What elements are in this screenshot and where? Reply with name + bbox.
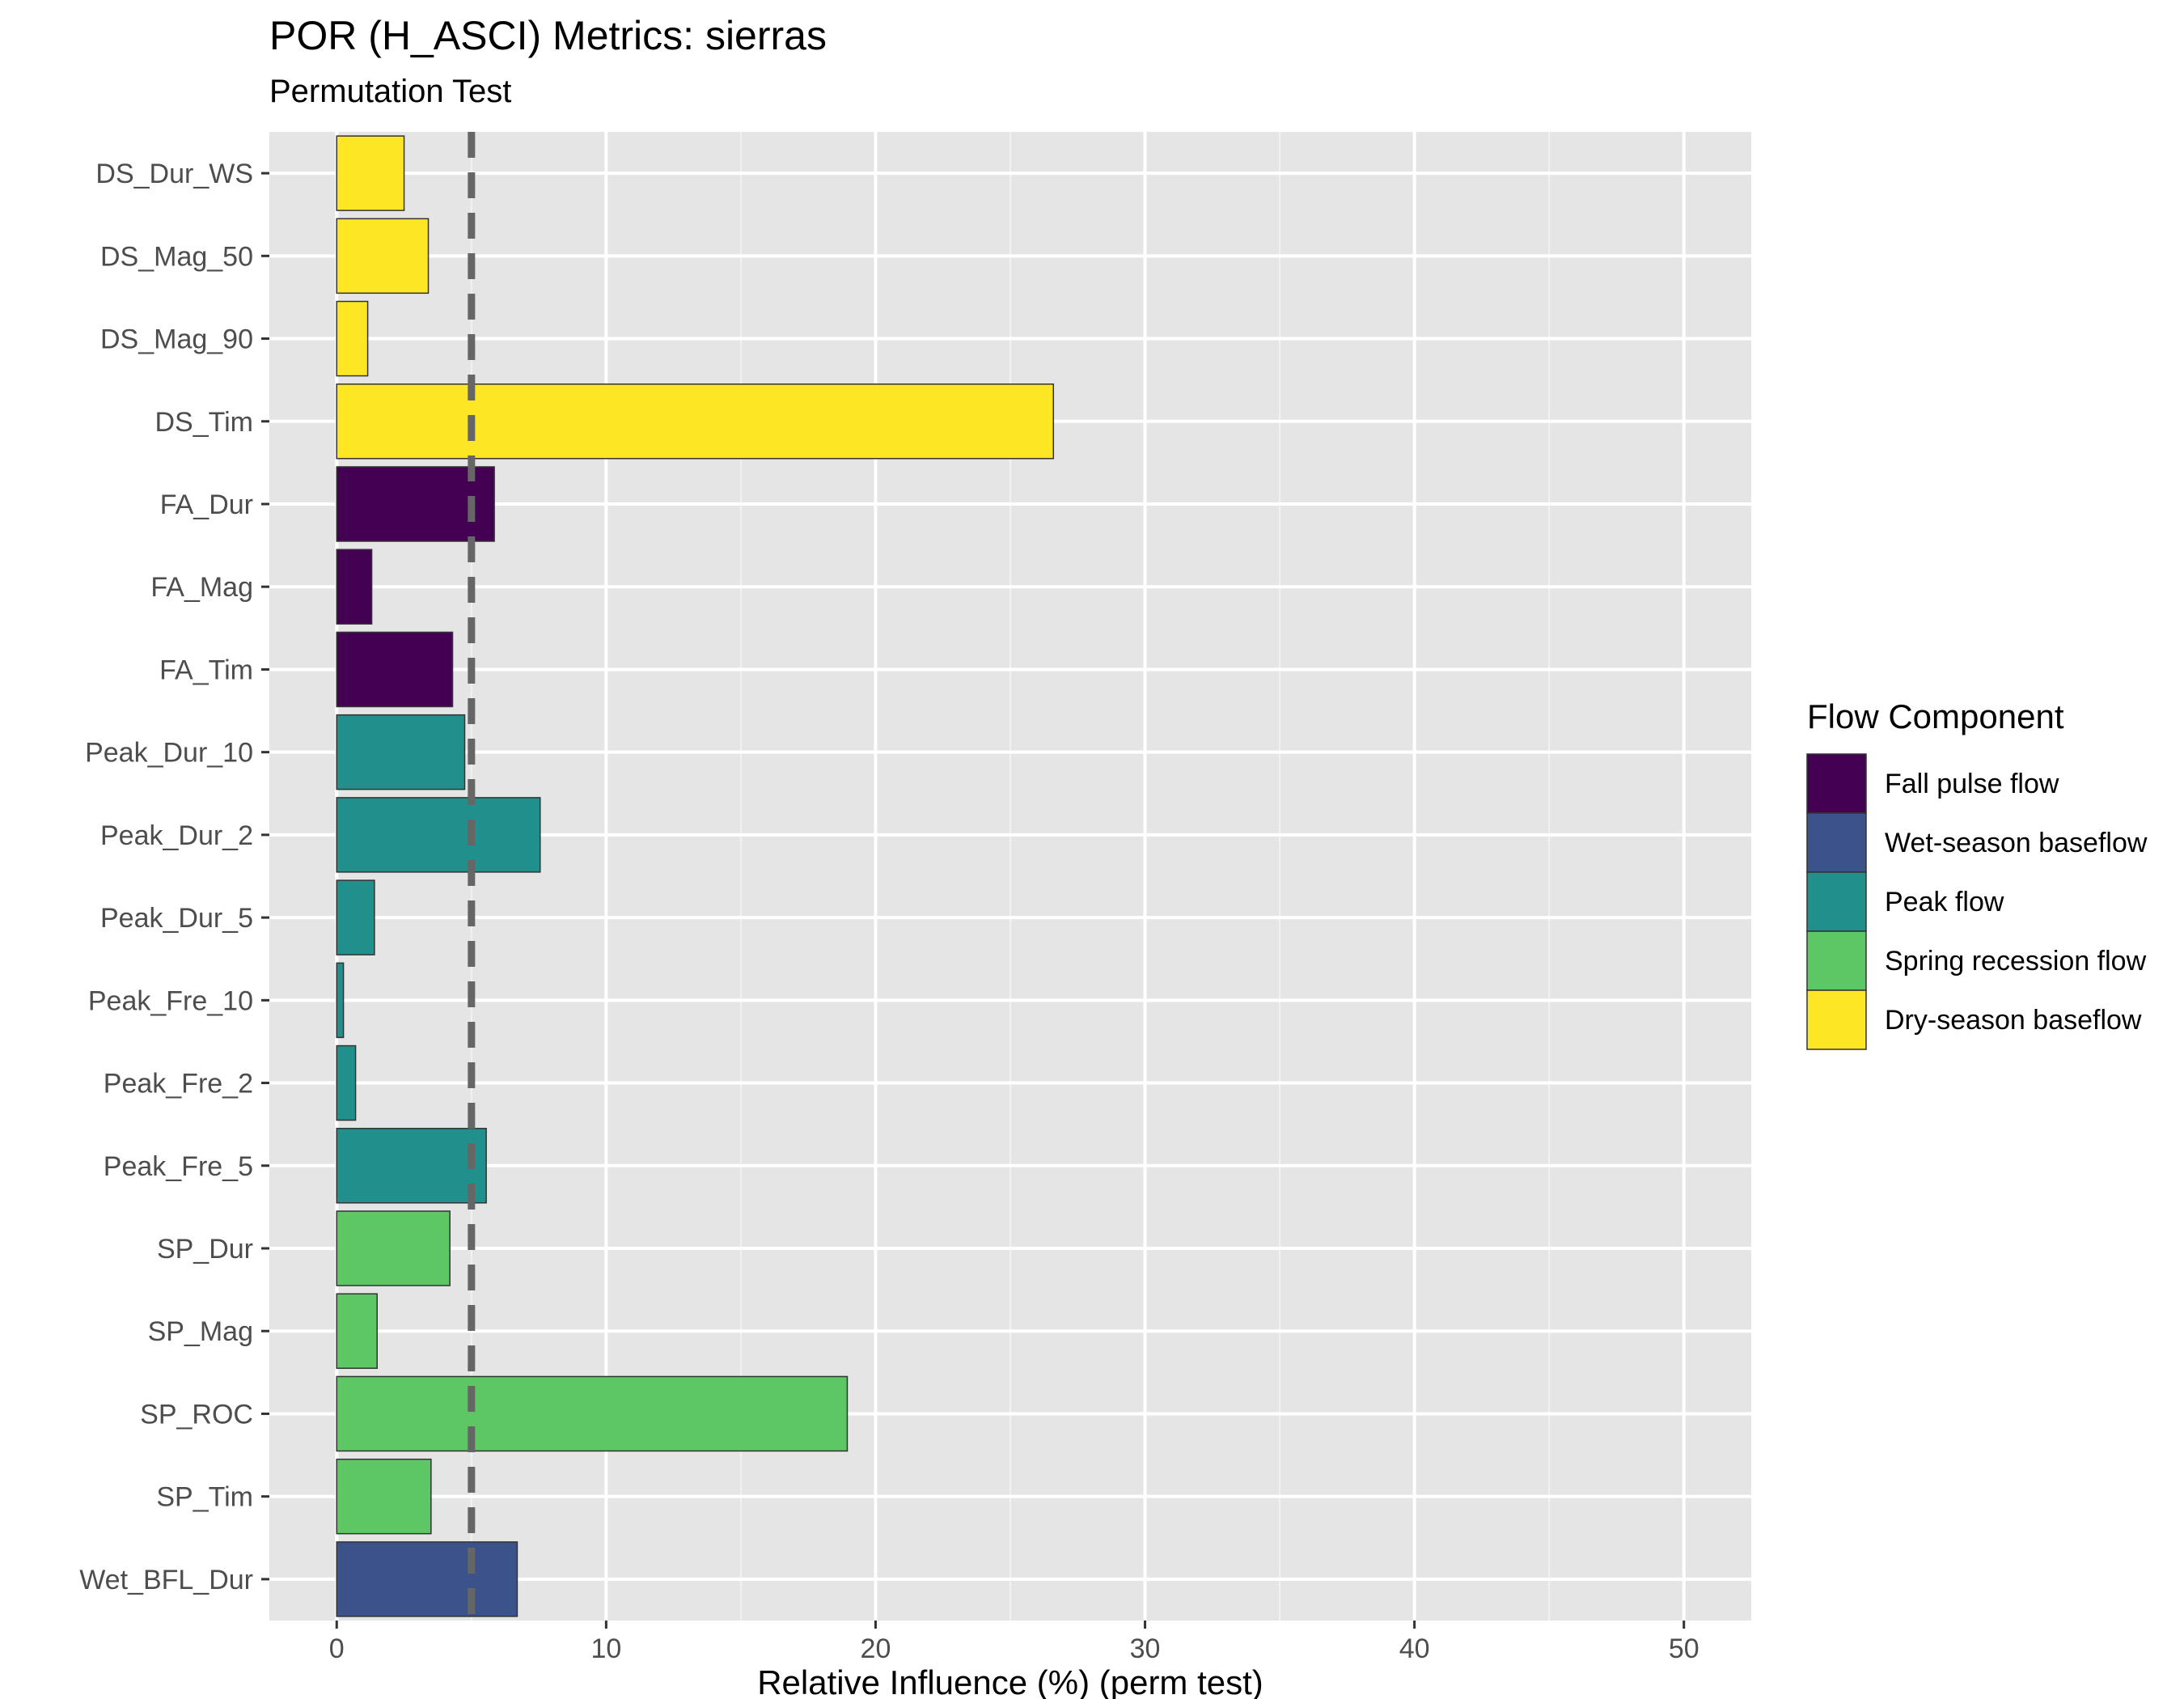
legend: Flow Component Fall pulse flow Wet-season…: [1806, 697, 2148, 1050]
bar-peak-fre-2: [336, 1044, 357, 1121]
y-tick-label: DS_Mag_50: [100, 241, 253, 272]
legend-label: Fall pulse flow: [1885, 769, 2059, 799]
legend-label: Spring recession flow: [1885, 946, 2147, 977]
legend-swatch: [1806, 871, 1867, 932]
bar-sp-mag: [336, 1293, 378, 1369]
y-tick-label: DS_Mag_90: [100, 324, 253, 355]
bar-sp-dur: [336, 1210, 451, 1286]
legend-label: Peak flow: [1885, 887, 2004, 917]
y-tick-label: FA_Dur: [160, 489, 253, 520]
y-tick-label: Peak_Dur_2: [100, 820, 253, 851]
x-tick-label: 10: [590, 1633, 621, 1664]
bar-peak-fre-10: [336, 962, 345, 1039]
y-tick-label: SP_Tim: [156, 1482, 253, 1513]
x-tick-label: 40: [1399, 1633, 1430, 1664]
y-tick-label: Peak_Fre_10: [88, 985, 253, 1016]
y-axis: DS_Dur_WS DS_Mag_50 DS_Mag_90 DS_Tim FA_Dur F…: [79, 159, 269, 1595]
legend-title: Flow Component: [1807, 697, 2064, 735]
y-tick-label: SP_Dur: [157, 1234, 253, 1265]
bar-peak-dur-2: [336, 797, 541, 873]
y-tick-label: Peak_Dur_5: [100, 903, 253, 934]
bar-peak-dur-10: [336, 714, 466, 790]
bar-ds-tim: [336, 383, 1055, 460]
y-tick-label: DS_Tim: [154, 407, 253, 438]
x-tick-label: 50: [1669, 1633, 1699, 1664]
x-tick-label: 20: [861, 1633, 891, 1664]
x-tick-label: 30: [1130, 1633, 1161, 1664]
y-tick-label: FA_Mag: [150, 572, 253, 603]
x-axis: 0 10 20 30 40 50: [329, 1621, 1699, 1664]
bars: [336, 135, 1055, 1617]
chart-subtitle: Permutation Test: [269, 74, 512, 109]
y-tick-label: SP_Mag: [148, 1316, 253, 1347]
y-tick-label: Peak_Dur_10: [85, 738, 253, 769]
bar-peak-dur-5: [336, 879, 375, 955]
x-tick-label: 0: [329, 1633, 345, 1664]
legend-label: Dry-season baseflow: [1885, 1005, 2142, 1036]
bar-ds-mag-50: [336, 218, 430, 294]
bar-peak-fre-5: [336, 1128, 487, 1204]
legend-swatch: [1806, 930, 1867, 991]
y-tick-label: Peak_Fre_2: [104, 1069, 253, 1099]
y-tick-label: Peak_Fre_5: [104, 1151, 253, 1182]
y-tick-label: DS_Dur_WS: [95, 159, 253, 189]
bar-ds-mag-90: [336, 300, 369, 377]
y-tick-label: FA_Tim: [159, 655, 253, 685]
bar-ds-dur-ws: [336, 135, 405, 211]
legend-label: Wet-season baseflow: [1885, 828, 2148, 858]
x-axis-title: Relative Influence (%) (perm test): [757, 1663, 1263, 1699]
legend-swatch: [1806, 812, 1867, 873]
y-tick-label: SP_ROC: [140, 1399, 253, 1430]
legend-swatch: [1806, 753, 1867, 814]
bar-fa-tim: [336, 631, 454, 708]
bar-wet-bfl-dur: [336, 1541, 518, 1617]
major-gridlines: [269, 132, 1751, 1621]
chart-title: POR (H_ASCI) Metrics: sierras: [269, 13, 827, 58]
legend-swatch: [1806, 989, 1867, 1050]
bar-sp-roc: [336, 1375, 849, 1452]
bar-fa-mag: [336, 549, 373, 625]
y-tick-label: Wet_BFL_Dur: [79, 1565, 253, 1595]
bar-sp-tim: [336, 1458, 432, 1535]
minor-gridlines: [470, 132, 1551, 1621]
